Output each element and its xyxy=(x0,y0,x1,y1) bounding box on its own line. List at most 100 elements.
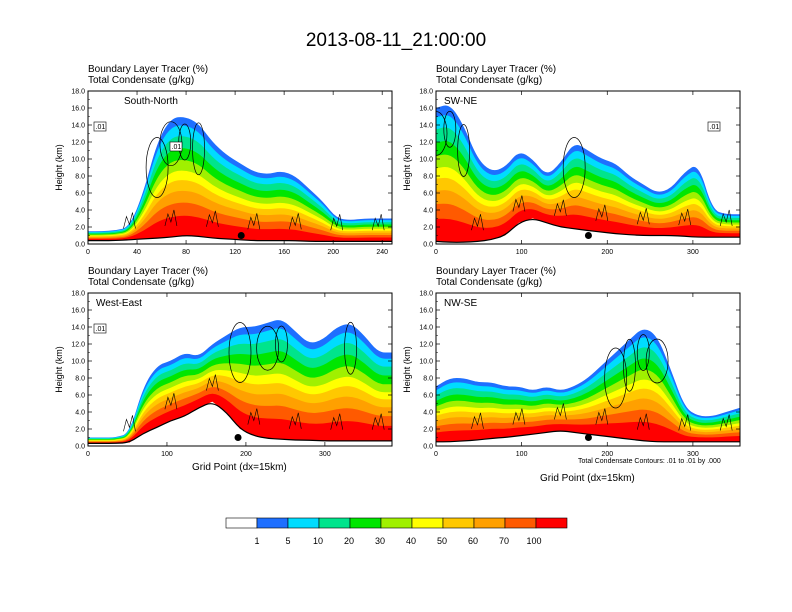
condensate-contour xyxy=(206,374,219,391)
x-tick-label: 200 xyxy=(601,451,613,458)
condensate-contour xyxy=(206,210,219,227)
y-tick-label: 16.0 xyxy=(71,308,85,315)
condensate-contour xyxy=(645,338,669,384)
field-title-swne: Boundary Layer Tracer (%) xyxy=(436,64,557,75)
y-axis-label: Height (km) xyxy=(54,346,64,393)
x-tick-label: 200 xyxy=(240,451,252,458)
colorbar-box xyxy=(380,517,413,529)
colorbar-label-20: 20 xyxy=(343,536,355,546)
contour-note: Total Condensate Contours: .01 to .01 by… xyxy=(578,458,721,465)
x-tick-label: 0 xyxy=(86,249,90,256)
colorbar-box xyxy=(535,517,568,529)
panel-name: West-East xyxy=(96,298,142,309)
condensate-contour xyxy=(457,124,470,177)
y-tick-label: 10.0 xyxy=(71,359,85,366)
y-tick-label: 18.0 xyxy=(71,291,85,298)
condensate-contour xyxy=(123,415,136,432)
station-marker xyxy=(234,434,242,441)
field-title-we: Boundary Layer Tracer (%) xyxy=(88,266,209,277)
tracer-band-10 xyxy=(436,421,740,442)
y-tick-label: 8.0 xyxy=(75,376,85,383)
contour-label: .01 xyxy=(172,144,182,151)
x-tick-label: 80 xyxy=(182,249,190,256)
colorbar-box xyxy=(287,517,320,529)
field-nwse xyxy=(436,329,740,446)
condensate-contour xyxy=(228,322,252,383)
colorbar-label-5: 5 xyxy=(285,536,291,546)
y-tick-label: 8.0 xyxy=(423,376,433,383)
colorbar-box xyxy=(411,517,444,529)
contour-label: .01 xyxy=(96,326,106,333)
condensate-contour xyxy=(145,137,169,198)
condensate-contour xyxy=(443,110,457,148)
y-tick-label: 6.0 xyxy=(423,393,433,400)
contour-title-nwse: Total Condensate (g/kg) xyxy=(436,277,543,288)
condensate-contour xyxy=(623,338,636,392)
y-tick-label: 18.0 xyxy=(419,291,433,298)
panel-sn: .01 .01 South-North 0.0 2.0 4.0 6.0 8.0 10.0 12.0… xyxy=(54,89,393,256)
condensate-contour xyxy=(164,393,178,410)
y-tick-label: 4.0 xyxy=(75,410,85,417)
y-tick-label: 6.0 xyxy=(75,393,85,400)
condensate-contour xyxy=(247,408,261,425)
y-axis-label: Height (km) xyxy=(402,346,412,393)
y-tick-label: 0.0 xyxy=(423,242,433,249)
y-tick-label: 6.0 xyxy=(423,191,433,198)
condensate-contour xyxy=(247,213,261,230)
y-tick-label: 2.0 xyxy=(75,427,85,434)
contour-title-we: Total Condensate (g/kg) xyxy=(88,277,195,288)
field-title-sn: Boundary Layer Tracer (%) xyxy=(88,64,209,75)
y-tick-label: 14.0 xyxy=(419,325,433,332)
field-we xyxy=(88,320,392,446)
y-axis-label: Height (km) xyxy=(402,144,412,191)
y-tick-label: 6.0 xyxy=(75,191,85,198)
x-tick-label: 160 xyxy=(278,249,290,256)
x-tick-label: 120 xyxy=(229,249,241,256)
condensate-contour xyxy=(636,413,650,430)
field-title-nwse: Boundary Layer Tracer (%) xyxy=(436,266,557,277)
colorbar-label-100: 100 xyxy=(526,536,542,546)
terrain xyxy=(436,218,740,244)
colorbar-box xyxy=(349,517,382,529)
condensate-contour xyxy=(554,199,567,216)
condensate-contour xyxy=(123,212,136,229)
condensate-contour xyxy=(192,122,205,176)
condensate-contour xyxy=(330,214,344,231)
y-tick-label: 18.0 xyxy=(71,89,85,96)
tracer-band-10 xyxy=(88,215,392,242)
condensate-contour xyxy=(678,414,692,431)
condensate-contour xyxy=(719,209,733,227)
station-marker xyxy=(237,232,245,239)
condensate-contour xyxy=(471,412,484,429)
colorbar-box xyxy=(442,517,475,529)
condensate-contour xyxy=(371,413,385,430)
y-tick-label: 4.0 xyxy=(423,208,433,215)
x-tick-label: 240 xyxy=(376,249,388,256)
x-tick-label: 200 xyxy=(601,249,613,256)
x-axis-label-left: Grid Point (dx=15km) xyxy=(192,462,287,473)
contour-label: .01 xyxy=(96,124,106,131)
y-tick-label: 14.0 xyxy=(71,325,85,332)
x-axis-label-right: Grid Point (dx=15km) xyxy=(540,473,635,484)
terrain-line xyxy=(436,430,740,443)
contour-label-box xyxy=(169,141,183,152)
y-axis-label: Height (km) xyxy=(54,144,64,191)
x-tick-label: 0 xyxy=(434,249,438,256)
y-tick-label: 14.0 xyxy=(71,123,85,130)
colorbar-box xyxy=(225,517,258,529)
y-tick-label: 12.0 xyxy=(71,342,85,349)
condensate-contour xyxy=(512,195,526,212)
panel-nwse: NW-SE 0.0 2.0 4.0 6.0 8.0 10.0 12.0 14.0 16.0 18.0… xyxy=(402,291,741,458)
colorbar-label-50: 50 xyxy=(436,536,448,546)
y-tick-label: 10.0 xyxy=(71,157,85,164)
panel-name: SW-NE xyxy=(444,96,477,107)
colorbar-label-10: 10 xyxy=(312,536,324,546)
condensate-contour xyxy=(562,137,586,198)
y-tick-label: 18.0 xyxy=(419,89,433,96)
condensate-contour xyxy=(471,214,484,231)
contour-title-sn: Total Condensate (g/kg) xyxy=(88,75,195,86)
y-tick-label: 2.0 xyxy=(423,427,433,434)
contour-label-box xyxy=(93,121,107,132)
colorbar-label-40: 40 xyxy=(405,536,417,546)
